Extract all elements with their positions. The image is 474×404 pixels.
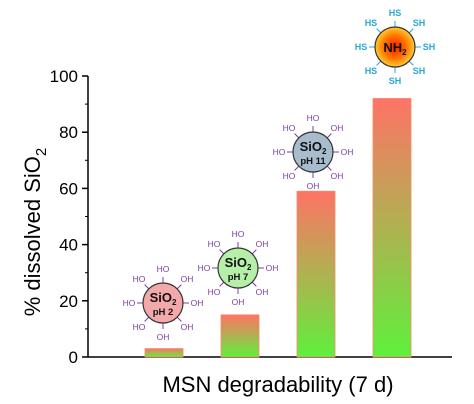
surface-group-label: HO bbox=[208, 239, 221, 249]
surface-group-label: OH bbox=[181, 274, 194, 284]
particle-ph-label: pH 2 bbox=[153, 307, 174, 318]
y-axis-title-main: % dissolved SiO bbox=[20, 156, 45, 316]
surface-group-label: OH bbox=[256, 239, 269, 249]
bar-2 bbox=[220, 314, 260, 358]
surface-group-label: HO bbox=[123, 298, 136, 308]
y-axis-title: % dissolved SiO2 bbox=[20, 148, 50, 317]
particle-label: SiO2 bbox=[150, 290, 177, 307]
particle-ph-label: pH 11 bbox=[300, 156, 326, 167]
surface-group-label: OH bbox=[307, 181, 320, 191]
surface-group-label: SH bbox=[389, 76, 402, 86]
y-tick-label: 40 bbox=[59, 236, 78, 255]
surface-group-label: HO bbox=[283, 171, 296, 181]
particle-label: NH2 bbox=[383, 40, 407, 57]
y-axis-title-subscript: 2 bbox=[33, 148, 50, 156]
bar-4 bbox=[372, 98, 412, 358]
surface-group-label: HO bbox=[133, 274, 146, 284]
surface-group-label: OH bbox=[232, 297, 245, 307]
surface-group-label: HO bbox=[307, 113, 320, 123]
surface-group-label: SH bbox=[413, 18, 426, 28]
surface-group-label: OH bbox=[331, 171, 344, 181]
surface-group-label: HO bbox=[283, 123, 296, 133]
surface-group-label: SH bbox=[423, 42, 436, 52]
surface-bond bbox=[176, 284, 182, 290]
particle-4: HS SH SH SH SH HS HS HS NH2 bbox=[355, 8, 436, 86]
particle-core bbox=[292, 131, 334, 173]
y-tick-label: 80 bbox=[59, 123, 78, 142]
surface-group-label: OH bbox=[157, 332, 170, 342]
surface-group-label: HO bbox=[157, 264, 170, 274]
surface-group-label: OH bbox=[331, 123, 344, 133]
surface-group-label: HO bbox=[208, 287, 221, 297]
particle-core bbox=[142, 282, 184, 324]
surface-group-label: OH bbox=[341, 147, 354, 157]
surface-bond bbox=[408, 28, 414, 34]
bar-1 bbox=[144, 348, 184, 358]
y-tick-label: 0 bbox=[69, 348, 78, 367]
surface-bond bbox=[251, 249, 257, 255]
y-tick-label: 20 bbox=[59, 292, 78, 311]
particle-label: SiO2 bbox=[225, 255, 252, 272]
surface-group-label: HO bbox=[232, 229, 245, 239]
surface-bond bbox=[176, 316, 182, 322]
bar-3 bbox=[296, 190, 336, 358]
surface-bond bbox=[144, 284, 150, 290]
surface-group-label: HO bbox=[133, 322, 146, 332]
surface-bond bbox=[294, 133, 300, 139]
surface-group-label: HS bbox=[389, 8, 402, 18]
surface-group-label: HS bbox=[365, 66, 378, 76]
surface-bond bbox=[376, 60, 382, 66]
surface-bond bbox=[294, 165, 300, 171]
surface-bond bbox=[408, 60, 414, 66]
surface-bond bbox=[376, 28, 382, 34]
surface-group-label: OH bbox=[191, 298, 204, 308]
surface-bond bbox=[326, 165, 332, 171]
y-tick-label: 100 bbox=[50, 67, 78, 86]
particle-ph-label: pH 7 bbox=[228, 272, 249, 283]
bars bbox=[144, 98, 412, 358]
surface-group-label: HS bbox=[355, 42, 368, 52]
surface-bond bbox=[144, 316, 150, 322]
surface-bond bbox=[326, 133, 332, 139]
surface-group-label: HS bbox=[365, 18, 378, 28]
surface-group-label: OH bbox=[266, 263, 279, 273]
y-tick-label: 60 bbox=[59, 179, 78, 198]
surface-group-label: OH bbox=[181, 322, 194, 332]
surface-group-label: OH bbox=[256, 287, 269, 297]
surface-group-label: SH bbox=[413, 66, 426, 76]
particle-core bbox=[374, 26, 416, 68]
surface-bond bbox=[251, 281, 257, 287]
x-axis-title: MSN degradability (7 d) bbox=[162, 372, 393, 397]
surface-bond bbox=[219, 249, 225, 255]
surface-bond bbox=[219, 281, 225, 287]
particle-label: SiO2 bbox=[300, 139, 327, 156]
surface-group-label: HO bbox=[198, 263, 211, 273]
particle-core bbox=[217, 247, 259, 289]
surface-group-label: HO bbox=[273, 147, 286, 157]
